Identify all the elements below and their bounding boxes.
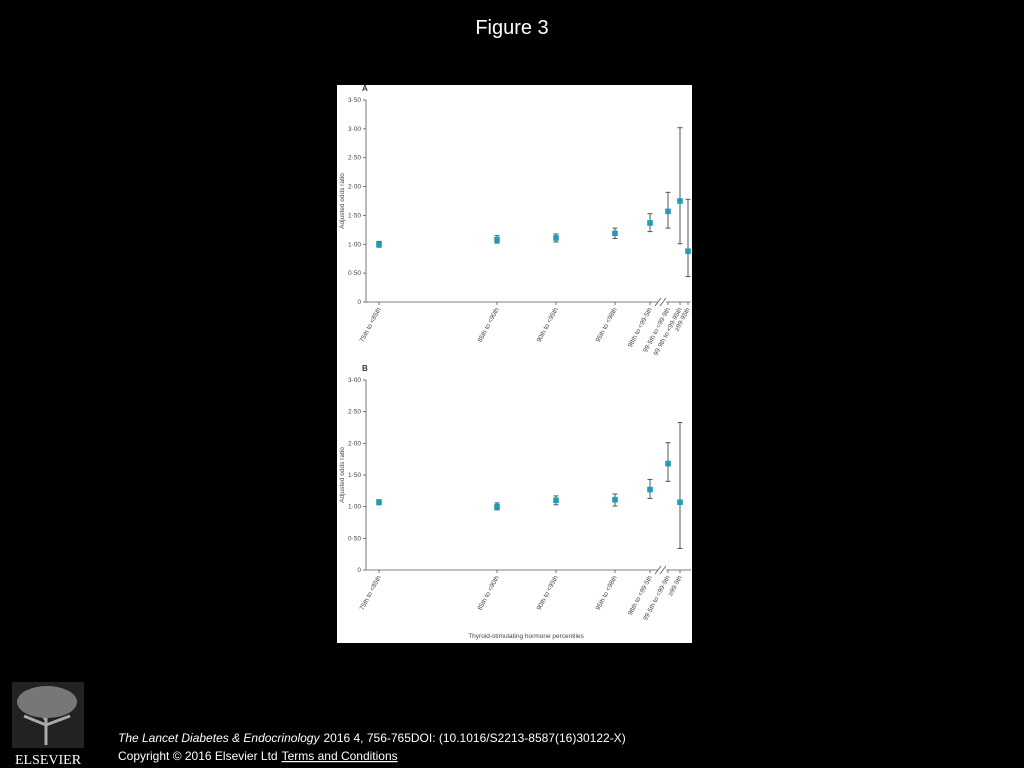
elsevier-logo: ELSEVIER: [12, 682, 84, 768]
y-tick-label: 3·00: [348, 377, 361, 384]
y-tick-label: 2·00: [348, 440, 361, 447]
y-tick-label: 2·00: [348, 184, 361, 191]
y-axis-label: Adjusted odds ratio: [339, 447, 346, 503]
axis-break: [654, 565, 667, 575]
panel-label: A: [362, 84, 368, 93]
y-tick-label: 1·00: [348, 504, 361, 511]
y-tick-label: 0: [357, 299, 361, 306]
point: [553, 235, 559, 241]
point: [677, 499, 683, 506]
journal: The Lancet Diabetes & Endocrinology: [118, 731, 320, 745]
x-axis-label: Thyroid-stimulating hormone percentiles: [468, 633, 584, 640]
point: [494, 236, 500, 243]
y-tick-label: 1·00: [348, 241, 361, 248]
y-tick-label: 3·00: [348, 126, 361, 133]
y-tick-label: 0: [357, 567, 361, 574]
terms-link[interactable]: Terms and Conditions: [282, 749, 398, 763]
y-tick-label: 3·50: [348, 97, 361, 104]
citation-text: 2016 4, 756-765DOI: (10.1016/S2213-8587(…: [323, 731, 625, 745]
point: [677, 198, 683, 204]
y-tick-label: 0·50: [348, 270, 361, 277]
point: [612, 230, 618, 237]
point: [665, 208, 671, 215]
y-tick-label: 1·50: [348, 472, 361, 479]
point: [376, 499, 382, 506]
y-axis-label: Adjusted odds ratio: [339, 173, 346, 229]
point: [685, 248, 691, 255]
copyright-line: Copyright © 2016 Elsevier Ltd Terms and C…: [118, 749, 398, 763]
copyright: Copyright © 2016 Elsevier Ltd: [118, 749, 278, 763]
figure-panel: [337, 85, 692, 643]
point: [376, 241, 382, 248]
y-tick-label: 2·50: [348, 155, 361, 162]
axis-break: [654, 297, 667, 307]
logo-canopy: [17, 686, 77, 718]
point: [665, 460, 671, 467]
y-tick-label: 2·50: [348, 409, 361, 416]
point: [494, 503, 500, 510]
panel-label: B: [362, 364, 368, 373]
citation: The Lancet Diabetes & Endocrinology 2016 …: [118, 731, 626, 745]
point: [553, 497, 559, 504]
slide-title: Figure 3: [475, 17, 548, 39]
point: [647, 220, 653, 226]
point: [612, 496, 618, 503]
point: [647, 486, 653, 493]
logo-text: ELSEVIER: [15, 753, 82, 768]
y-tick-label: 0·50: [348, 535, 361, 542]
y-tick-label: 1·50: [348, 212, 361, 219]
